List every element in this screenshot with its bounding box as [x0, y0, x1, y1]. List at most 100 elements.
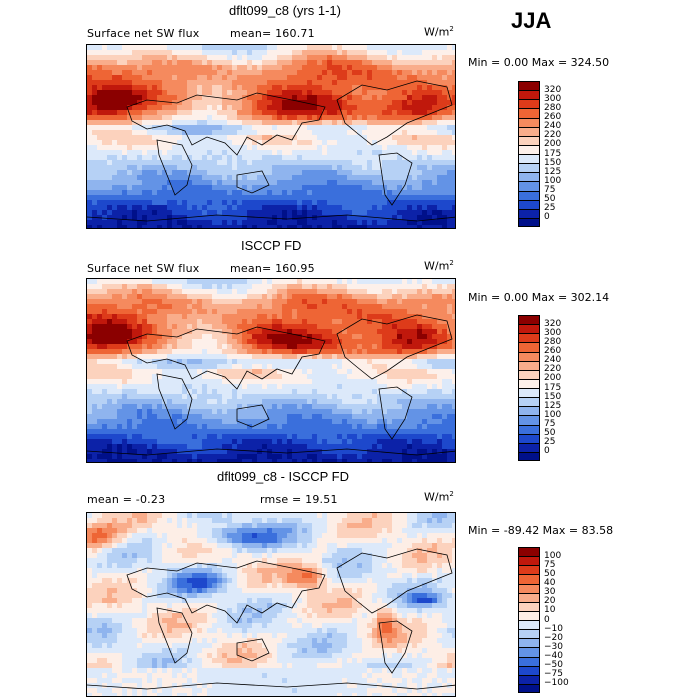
colorbar-tick-label: 175 — [544, 148, 562, 159]
panel2-units-text: W/m — [424, 259, 450, 273]
colorbar-tick-label: 0 — [544, 212, 550, 223]
colorbar-tick-label: 25 — [544, 437, 556, 448]
colorbar-swatch — [518, 629, 540, 639]
colorbar-tick-label: −20 — [544, 632, 563, 643]
colorbar-tick-label: 10 — [544, 605, 556, 616]
coastline — [126, 92, 326, 156]
colorbar-tick-label: 150 — [544, 157, 562, 168]
coastline — [156, 139, 193, 196]
coastline — [378, 152, 413, 206]
colorbar-swatch — [518, 190, 540, 201]
colorbar-tick-label: −50 — [544, 660, 563, 671]
colorbar-swatch — [518, 665, 540, 676]
panel3-units-exp: 2 — [449, 490, 454, 498]
colorbar-tick-label: 280 — [544, 336, 562, 347]
coastline — [87, 214, 455, 222]
colorbar-tick-label: 125 — [544, 166, 562, 177]
panel1-mean: mean= 160.71 — [230, 27, 315, 40]
colorbar-swatch — [518, 99, 540, 109]
panel3-title: dflt099_c8 - ISCCP FD — [217, 469, 349, 484]
colorbar-tick-label: −10 — [544, 623, 563, 634]
colorbar-tick-label: 320 — [544, 318, 562, 329]
coastline — [236, 638, 270, 662]
panel1-units-text: W/m — [424, 25, 450, 39]
colorbar-swatch — [518, 81, 540, 91]
season-label: JJA — [511, 8, 552, 33]
map-field — [87, 279, 455, 462]
colorbar-tick-label: 50 — [544, 194, 556, 205]
colorbar-tick-label: 100 — [544, 409, 562, 420]
colorbar-tick-label: 260 — [544, 112, 562, 122]
colorbar-tick-label: 25 — [544, 203, 556, 214]
colorbar-swatch — [518, 351, 540, 362]
panel2-subtitle: Surface net SW flux — [87, 262, 200, 275]
panel3-mean: mean = -0.23 — [87, 493, 166, 506]
colorbar-swatch — [518, 108, 540, 118]
colorbar-swatch — [518, 378, 540, 389]
colorbar-tick-label: 30 — [544, 587, 556, 598]
colorbar-swatch — [518, 424, 540, 435]
colorbar-tick-label: 280 — [544, 102, 562, 113]
colorbar-tick-label: 75 — [544, 419, 556, 429]
colorbar-swatch — [518, 565, 540, 575]
panel1-title: dflt099_c8 (yrs 1-1) — [229, 3, 341, 18]
panel2-colorbar: 320 300 280 260 240 220 200 175 150 125 100 75 50 25 0 — [518, 315, 578, 461]
panel2-minmax: Min = 0.00 Max = 302.14 — [468, 291, 610, 304]
panel1-minmax: Min = 0.00 Max = 324.50 — [468, 56, 610, 69]
panel1-subtitle: Surface net SW flux — [87, 27, 200, 40]
colorbar-swatch — [518, 172, 540, 182]
colorbar-swatch — [518, 547, 540, 557]
colorbar-swatch — [518, 199, 540, 210]
coastline — [336, 314, 453, 380]
panel2-map — [86, 278, 456, 463]
colorbar-swatch — [518, 442, 540, 453]
coastline — [87, 682, 455, 690]
colorbar-swatch — [518, 217, 540, 227]
colorbar-swatch — [518, 126, 540, 137]
colorbar-swatch — [518, 451, 540, 461]
panel2-units-exp: 2 — [449, 259, 454, 267]
panel3-units-text: W/m — [424, 490, 450, 504]
coastline — [236, 170, 270, 194]
colorbar-tick-label: 50 — [544, 428, 556, 439]
colorbar-tick-label: 75 — [544, 185, 556, 195]
coastline — [126, 560, 326, 624]
panel3-minmax: Min = -89.42 Max = 83.58 — [468, 524, 614, 537]
coastline — [236, 404, 270, 428]
colorbar-swatch — [518, 181, 540, 191]
colorbar-tick-label: 0 — [544, 446, 550, 457]
coastline — [378, 620, 413, 674]
colorbar-tick-label: 100 — [544, 550, 562, 561]
colorbar-swatch — [518, 154, 540, 164]
coastline — [156, 373, 193, 430]
colorbar-tick-label: 50 — [544, 568, 556, 579]
colorbar-tick-label: 220 — [544, 130, 562, 141]
colorbar-tick-label: 300 — [544, 93, 562, 104]
colorbar-swatch — [518, 601, 540, 612]
map-field — [87, 513, 455, 696]
colorbar-tick-label: 240 — [544, 355, 562, 366]
coastline — [336, 548, 453, 614]
colorbar-swatch — [518, 388, 540, 398]
colorbar-swatch — [518, 574, 540, 584]
panel3-units: W/m2 — [424, 490, 454, 504]
colorbar-swatch — [518, 135, 540, 146]
colorbar-swatch — [518, 415, 540, 425]
colorbar-swatch — [518, 163, 540, 173]
colorbar-tick-label: 200 — [544, 139, 562, 150]
colorbar-tick-label: 150 — [544, 391, 562, 402]
panel1-map — [86, 44, 456, 229]
map-field — [87, 45, 455, 228]
colorbar-tick-label: 220 — [544, 364, 562, 375]
colorbar-tick-label: 320 — [544, 84, 562, 95]
colorbar-swatch — [518, 647, 540, 657]
colorbar-swatch — [518, 333, 540, 343]
panel3-colorbar: 100 75 50 40 30 20 10 0 −10 −20 −30 −40 −50 −75 −100 — [518, 547, 578, 693]
colorbar-swatch — [518, 583, 540, 594]
panel1-units: W/m2 — [424, 25, 454, 39]
colorbar-swatch — [518, 556, 540, 566]
colorbar-tick-label: −75 — [544, 669, 563, 680]
colorbar-tick-label: 200 — [544, 373, 562, 384]
colorbar-tick-label: −30 — [544, 641, 563, 652]
colorbar-swatch — [518, 610, 540, 621]
